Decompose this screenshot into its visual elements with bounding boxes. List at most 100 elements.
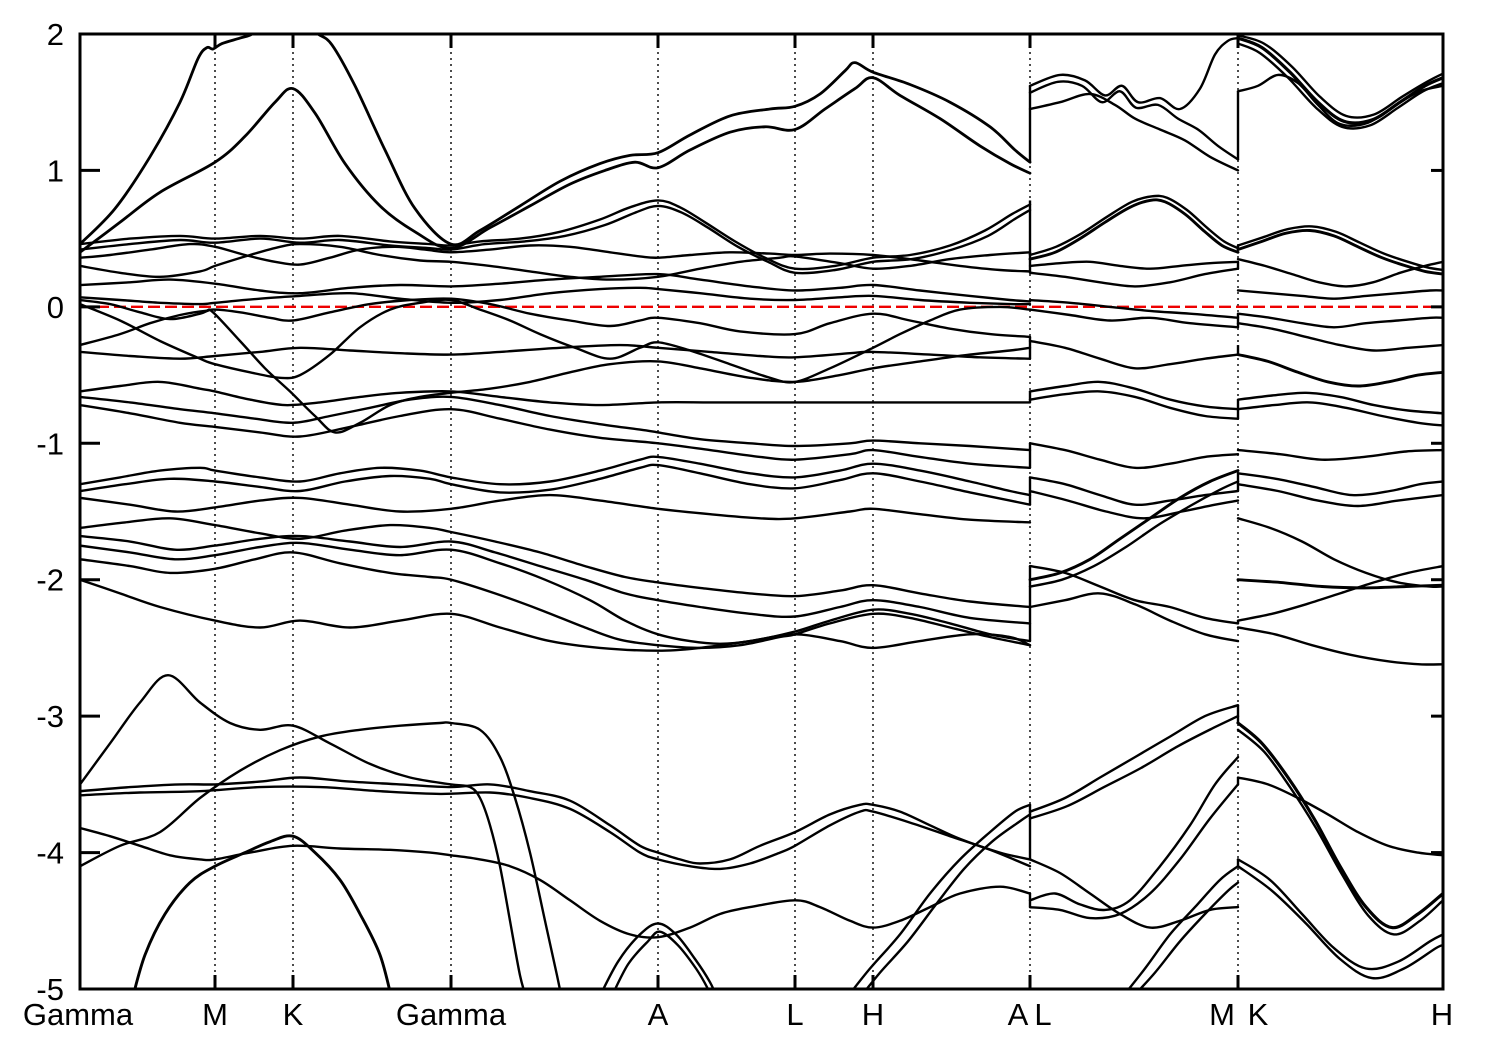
energy-band <box>1028 476 1240 507</box>
energy-band <box>80 298 1032 384</box>
y-axis-labels: 2 1 0 -1 -2 -3 -4 -5 <box>36 17 64 1007</box>
energy-band <box>1236 483 1443 508</box>
energy-band <box>1028 80 1240 161</box>
energy-band <box>1236 225 1443 272</box>
energy-band <box>80 403 1032 469</box>
energy-band <box>1028 783 1240 920</box>
energy-band <box>1236 776 1443 857</box>
energy-band <box>602 922 715 989</box>
energy-band <box>80 826 1032 939</box>
energy-band <box>80 343 1032 360</box>
energy-band <box>1236 626 1443 666</box>
energy-band <box>80 721 562 989</box>
energy-band <box>1236 36 1443 125</box>
kpoint-label: L <box>1034 997 1051 1032</box>
energy-band <box>1028 339 1240 370</box>
energy-band <box>1028 36 1240 111</box>
energy-band <box>80 463 1032 506</box>
energy-band <box>1236 322 1443 352</box>
energy-band <box>1236 391 1443 415</box>
energy-band <box>1236 564 1443 622</box>
energy-band <box>80 493 1032 524</box>
energy-band <box>1127 865 1240 989</box>
energy-band <box>80 242 1032 281</box>
energy-band <box>80 272 1032 303</box>
energy-band <box>80 204 1032 275</box>
kpoint-label: K <box>283 997 304 1032</box>
plot-border <box>78 32 1445 991</box>
y-tick-label: -4 <box>36 836 64 871</box>
energy-band <box>1028 755 1240 912</box>
energy-band <box>80 76 1032 254</box>
energy-band <box>852 803 1032 989</box>
energy-band <box>1236 721 1443 930</box>
kpoint-label: M <box>202 997 228 1032</box>
energy-band <box>1236 42 1443 130</box>
energy-band <box>1236 353 1443 388</box>
y-tick-label: 1 <box>47 153 64 188</box>
energy-band <box>80 776 1032 865</box>
energy-band <box>80 34 1032 247</box>
energy-band <box>1028 194 1240 257</box>
energy-band <box>1236 865 1443 980</box>
y-tick-label: 0 <box>47 290 64 325</box>
energy-band <box>1236 401 1443 427</box>
energy-band <box>80 541 1032 645</box>
energy-band <box>80 517 1032 609</box>
energy-band <box>80 455 1032 497</box>
energy-band <box>1028 480 1240 588</box>
energy-band <box>80 380 1032 407</box>
energy-band <box>1028 442 1240 470</box>
energy-band <box>80 551 1032 650</box>
energy-band <box>80 534 1032 625</box>
energy-band <box>80 242 1032 273</box>
energy-band <box>1028 267 1240 288</box>
kpoint-label: A <box>1008 997 1029 1032</box>
energy-bands <box>80 34 1443 989</box>
energy-band <box>80 578 1032 652</box>
kpoint-label: H <box>1431 997 1453 1032</box>
y-tick-label: -3 <box>36 699 64 734</box>
energy-band <box>1028 592 1240 643</box>
energy-band <box>1028 198 1240 261</box>
kpoint-label: Gamma <box>23 997 134 1032</box>
energy-band <box>133 834 391 989</box>
y-tick-label: 2 <box>47 17 64 52</box>
energy-band <box>80 785 1032 871</box>
energy-band <box>1138 881 1240 989</box>
energy-band <box>1028 489 1240 520</box>
energy-band <box>80 395 1032 452</box>
kpoint-label: H <box>862 997 884 1032</box>
y-tick-label: -5 <box>36 972 64 1007</box>
energy-band <box>1028 308 1240 329</box>
energy-band <box>1028 380 1240 411</box>
kpoint-label: M <box>1209 997 1235 1032</box>
tick-marks <box>80 32 1443 991</box>
y-tick-label: -1 <box>36 426 64 461</box>
kpoint-label: Gamma <box>396 997 507 1032</box>
energy-band <box>1236 312 1443 329</box>
energy-band <box>865 813 1032 989</box>
energy-band <box>1236 289 1443 300</box>
energy-band <box>1028 298 1240 319</box>
energy-band <box>1028 714 1240 820</box>
energy-band <box>1236 73 1443 127</box>
energy-band <box>1236 472 1443 497</box>
y-tick-label: -2 <box>36 563 64 598</box>
energy-band <box>1028 564 1240 625</box>
energy-band <box>1028 92 1240 172</box>
energy-band <box>1236 728 1443 936</box>
energy-band <box>1028 260 1240 270</box>
energy-band <box>1236 34 1443 119</box>
energy-band <box>80 674 525 989</box>
kpoint-label: K <box>1248 997 1269 1032</box>
energy-band <box>80 308 1032 434</box>
x-axis-labels: Gamma M K Gamma A L H A L M K H <box>23 997 1453 1032</box>
energy-band <box>80 286 1032 306</box>
energy-band <box>1028 390 1240 420</box>
energy-band <box>1236 578 1443 590</box>
energy-band <box>1028 704 1240 813</box>
energy-band <box>1236 858 1443 971</box>
